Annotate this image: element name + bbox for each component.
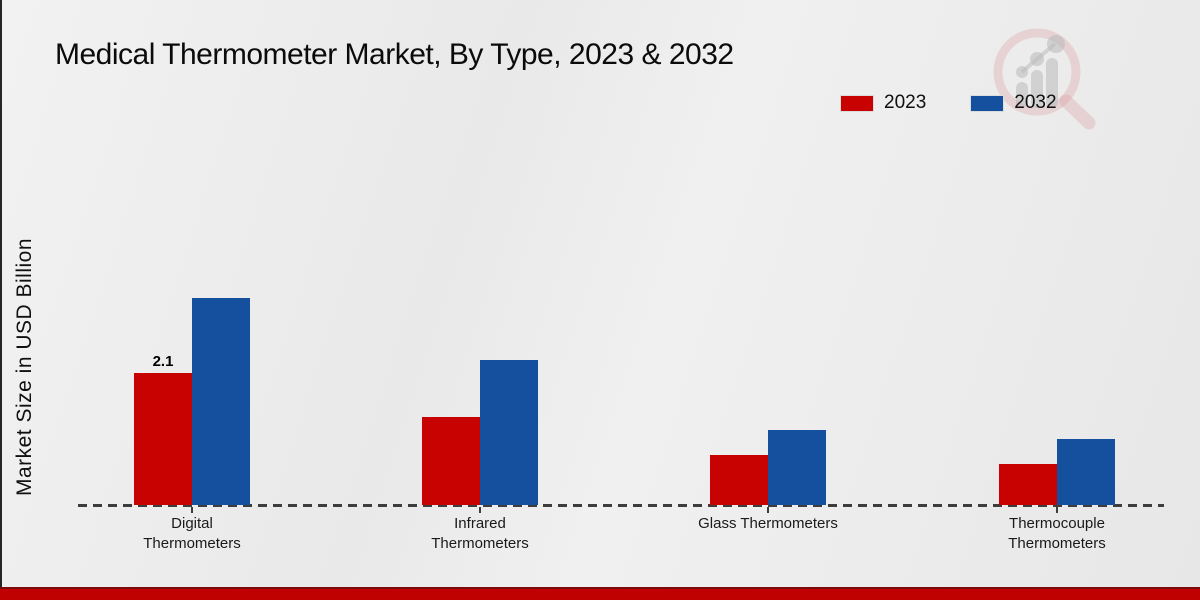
- x-axis-baseline: [78, 504, 1164, 507]
- bar-2023-infrared: [422, 417, 480, 505]
- bar-2032-thermocouple: [1057, 439, 1115, 505]
- legend: 2023 2032: [840, 92, 1057, 114]
- legend-label-2032: 2032: [1014, 92, 1057, 113]
- category-label-digital: Digital Thermometers: [143, 515, 241, 552]
- bar-2032-glass: [768, 430, 826, 505]
- legend-swatch-2023: [840, 94, 874, 112]
- x-axis-tick: [1056, 507, 1058, 513]
- magnifier-logo-watermark: [993, 28, 1096, 130]
- x-axis-tick: [191, 507, 193, 513]
- bar-2032-digital: [192, 298, 250, 505]
- bar-2023-digital: [134, 373, 192, 505]
- bar-2023-thermocouple: [999, 464, 1057, 505]
- category-label-glass: Glass Thermometers: [698, 515, 838, 532]
- x-axis-tick: [479, 507, 481, 513]
- bar-2032-infrared: [480, 360, 538, 505]
- bar-group-glass: [710, 430, 826, 505]
- legend-item-2023: 2023: [840, 92, 926, 114]
- legend-item-2032: 2032: [970, 92, 1057, 114]
- legend-label-2023: 2023: [884, 92, 927, 113]
- bottom-accent-band: [0, 587, 1200, 600]
- category-label-infrared: Infrared Thermometers: [431, 515, 529, 552]
- legend-swatch-2032: [970, 94, 1005, 112]
- bar-2023-glass: [710, 455, 768, 505]
- bar-group-infrared: [422, 360, 538, 505]
- left-edge-accent-line: [0, 0, 2, 588]
- chart-title: Medical Thermometer Market, By Type, 202…: [55, 38, 734, 71]
- bar-group-thermocouple: [999, 439, 1115, 505]
- x-axis-tick: [767, 507, 769, 513]
- bar-value-label: 2.1: [152, 353, 174, 370]
- category-label-thermocouple: Thermocouple Thermometers: [1008, 515, 1106, 552]
- bar-group-digital: [134, 298, 250, 505]
